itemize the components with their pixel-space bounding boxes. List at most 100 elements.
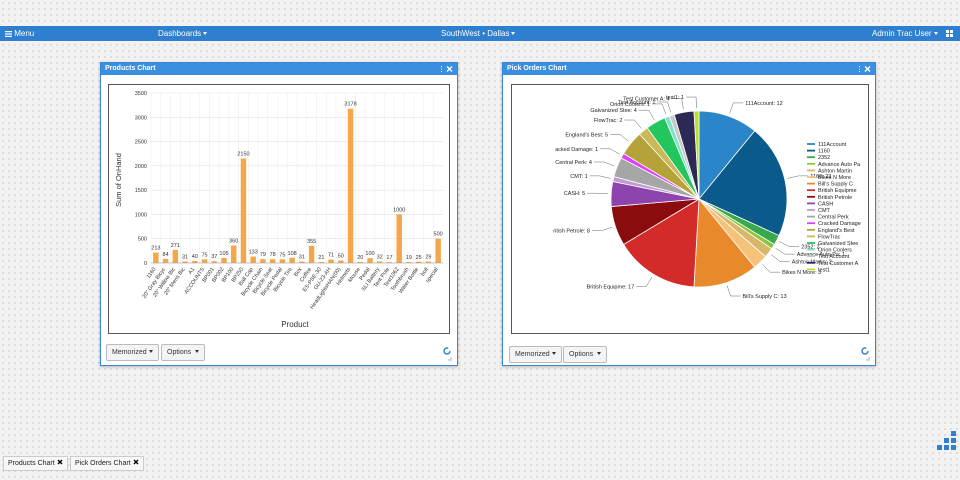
value-label: 17 (386, 255, 392, 261)
button-label: Options (569, 351, 594, 358)
y-axis-title: Sum of OnHand (114, 153, 123, 207)
x-axis-title: Product (281, 320, 309, 329)
callout-line (587, 192, 609, 195)
bar (240, 158, 247, 263)
value-label: 213 (151, 246, 160, 252)
slice-label: British Equipme: 17 (587, 284, 635, 290)
y-tick-label: 500 (138, 237, 147, 243)
y-tick-label: 2000 (135, 164, 147, 170)
value-label: 2150 (237, 152, 249, 158)
tab-close[interactable] (133, 459, 139, 465)
tab-close[interactable] (57, 459, 63, 465)
callout-line (624, 119, 642, 129)
menu-label: Menu (14, 29, 35, 38)
bar (172, 249, 179, 263)
bar (269, 259, 276, 263)
legend-label: Test Account (818, 254, 850, 260)
value-label: 133 (249, 250, 258, 256)
memorized-button[interactable]: Memorized (509, 346, 562, 363)
memorized-button[interactable]: Memorized (106, 344, 159, 361)
y-tick-label: 3500 (135, 91, 147, 97)
value-label: 271 (171, 243, 180, 249)
tab[interactable]: Pick Orders Chart (70, 456, 144, 471)
legend-label: Orion Coolers (818, 248, 852, 254)
callout-line (593, 161, 615, 167)
callout-line (638, 109, 655, 120)
value-label: 78 (270, 252, 276, 258)
panel-controls[interactable] (440, 65, 454, 73)
slice-label: Advance Auto Pa: 1 (797, 252, 845, 258)
bar (231, 245, 237, 263)
user-menu[interactable]: Admin Trac User (872, 29, 938, 38)
options-button[interactable]: Options (161, 344, 206, 361)
legend-label: Test Customer A (818, 261, 859, 267)
callout-line (636, 276, 653, 287)
bar (182, 261, 188, 263)
legend-label: CASH (818, 201, 833, 207)
callout-line (671, 98, 684, 110)
bar (347, 108, 354, 263)
value-label: 25 (416, 255, 422, 261)
value-label: 31 (299, 254, 305, 260)
bar (192, 261, 198, 263)
button-label: Memorized (112, 349, 147, 356)
value-label: 500 (434, 232, 443, 238)
panel-title: Products Chart (105, 65, 156, 72)
bar (221, 257, 227, 263)
legend-label: 1160 (818, 149, 830, 155)
bar (367, 258, 373, 263)
value-label: 32 (377, 254, 383, 260)
panel-controls[interactable] (858, 65, 872, 73)
slice-label: Test Account: 1 (618, 100, 655, 106)
callout-line (787, 175, 809, 179)
legend-label: Ashton Martin (818, 168, 852, 174)
callout-line (686, 96, 697, 109)
y-tick-label: 3000 (135, 115, 147, 121)
slice-label: CASH: 5 (564, 191, 585, 197)
x-tick-label: bolt (420, 266, 430, 277)
slice-label: FlowTrac: 2 (594, 118, 623, 124)
button-label: Options (167, 349, 192, 356)
dashboards-menu[interactable]: Dashboards (158, 29, 208, 38)
pie-slice (693, 197, 756, 288)
legend-label: Central Perk (818, 215, 849, 221)
slice-label: 111Account: 12 (745, 101, 782, 107)
callout-line (651, 103, 667, 115)
slice-label: Bill's Supply C: 13 (743, 294, 787, 300)
value-label: 360 (229, 239, 238, 245)
slice-label: Orion Coolers: 1 (610, 102, 650, 108)
options-button[interactable]: Options (563, 346, 608, 363)
pie-slice (623, 198, 700, 288)
value-label: 75 (279, 252, 285, 258)
menu-button[interactable]: Menu (5, 29, 34, 38)
grid-icon[interactable] (946, 30, 953, 39)
refresh-icon[interactable] (442, 346, 452, 362)
callout-line (591, 226, 613, 231)
bar (338, 260, 344, 263)
refresh-icon[interactable] (860, 346, 870, 362)
panel-header[interactable]: Pick Orders Chart (503, 63, 875, 75)
bar (299, 261, 305, 263)
value-label: 29 (425, 255, 431, 261)
location-label: SouthWest • Dallas (441, 29, 510, 38)
value-label: 50 (338, 254, 344, 260)
products-chart: 050010001500200025003000350021311608420"… (108, 84, 450, 334)
bar (250, 256, 256, 263)
value-label: 79 (260, 252, 266, 258)
bar (260, 259, 266, 263)
legend-label: 2352 (818, 155, 830, 161)
bar (328, 259, 334, 263)
dashboard-icon[interactable] (937, 431, 957, 451)
legend-label: Advance Auto Pa (818, 162, 861, 168)
bar (162, 258, 169, 263)
panel-header[interactable]: Products Chart (101, 63, 457, 75)
legend-label: 111Account (818, 142, 847, 148)
legend-label: Galvanized Stee (818, 241, 858, 247)
legend-label: British Equipme (818, 188, 857, 194)
location-menu[interactable]: SouthWest • Dallas (441, 29, 516, 38)
tab[interactable]: Products Chart (3, 456, 68, 471)
bar (318, 261, 325, 263)
pie-slice (698, 130, 788, 237)
dashboards-label: Dashboards (158, 29, 202, 38)
